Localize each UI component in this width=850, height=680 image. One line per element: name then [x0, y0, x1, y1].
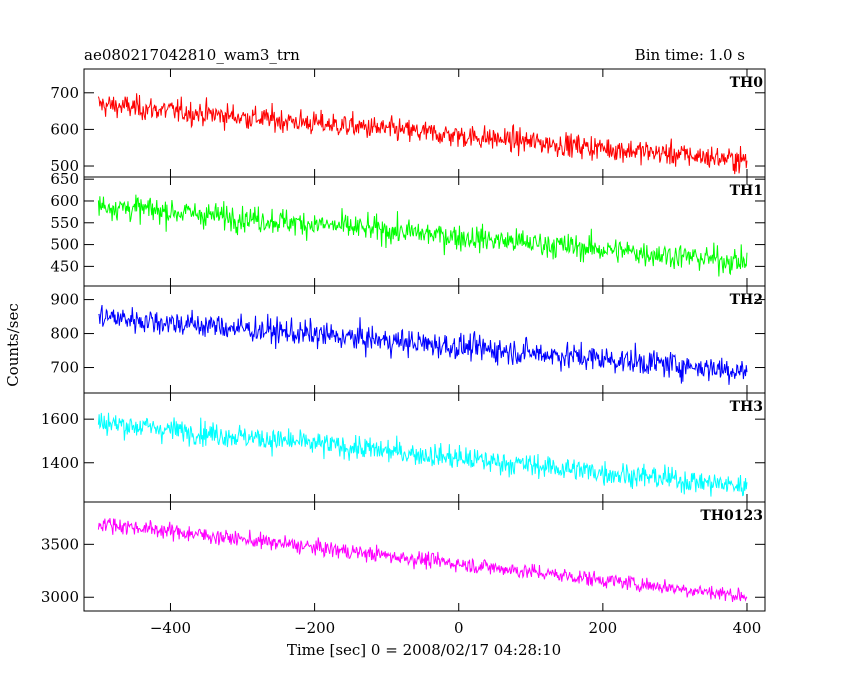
y-tick-label: 3500 [41, 535, 79, 553]
y-tick-label: 800 [50, 325, 79, 343]
bin-time-label: Bin time: 1.0 s [635, 46, 745, 64]
series-line-th3 [97, 412, 748, 497]
y-tick-label: 700 [50, 359, 79, 377]
x-tick-label: 200 [589, 619, 618, 637]
y-tick-label: 900 [50, 291, 79, 309]
y-axis-label: Counts/sec [4, 303, 22, 387]
x-ticks-group: −400 −200 0 200 400 [150, 619, 761, 637]
panel-th2: 700 800 900 TH2 [50, 285, 766, 394]
panel-label-th0123: TH0123 [700, 508, 763, 524]
panel-th3: 1400 1600 TH3 [41, 392, 766, 503]
y-tick-label: 500 [50, 236, 79, 254]
panel-label-th1: TH1 [730, 183, 763, 199]
panel-frame [83, 68, 766, 178]
panel-th0123: 3000 3500 TH0123 [41, 501, 766, 612]
x-tick-label: −200 [294, 619, 335, 637]
y-tick-label: 650 [50, 170, 79, 188]
panel-label-th3: TH3 [730, 399, 763, 415]
y-tick-label: 550 [50, 214, 79, 232]
panel-th0: 500 600 700 TH0 [50, 68, 766, 178]
panel-frame [83, 176, 766, 287]
series-line-th0 [97, 93, 748, 175]
y-tick-label: 500 [50, 157, 79, 175]
panel-frame [83, 392, 766, 503]
x-tick-label: 0 [454, 619, 464, 637]
panel-label-th2: TH2 [730, 292, 763, 308]
y-tick-label: 3000 [41, 588, 79, 606]
chart-title: ae080217042810_wam3_trn [84, 46, 300, 64]
y-tick-label: 600 [50, 192, 79, 210]
x-axis-label: Time [sec] 0 = 2008/02/17 04:28:10 [287, 641, 561, 659]
series-line-th0123 [97, 518, 748, 603]
panel-label-th0: TH0 [730, 75, 764, 91]
panel-frame [83, 501, 766, 612]
panel-th1: 450 500 550 600 650 TH1 [50, 170, 766, 287]
y-tick-label: 1400 [41, 454, 79, 472]
y-tick-label: 1600 [41, 410, 79, 428]
series-line-th2 [98, 304, 748, 385]
panels-group: 500 600 700 TH0 450 500 550 600 650 TH1 700 800 900 T… [41, 68, 766, 612]
y-tick-label: 600 [50, 120, 79, 138]
y-tick-label: 450 [50, 257, 79, 275]
x-tick-label: −400 [150, 619, 191, 637]
series-line-th1 [97, 194, 748, 277]
x-tick-label: 400 [733, 619, 762, 637]
y-tick-label: 700 [50, 84, 79, 102]
